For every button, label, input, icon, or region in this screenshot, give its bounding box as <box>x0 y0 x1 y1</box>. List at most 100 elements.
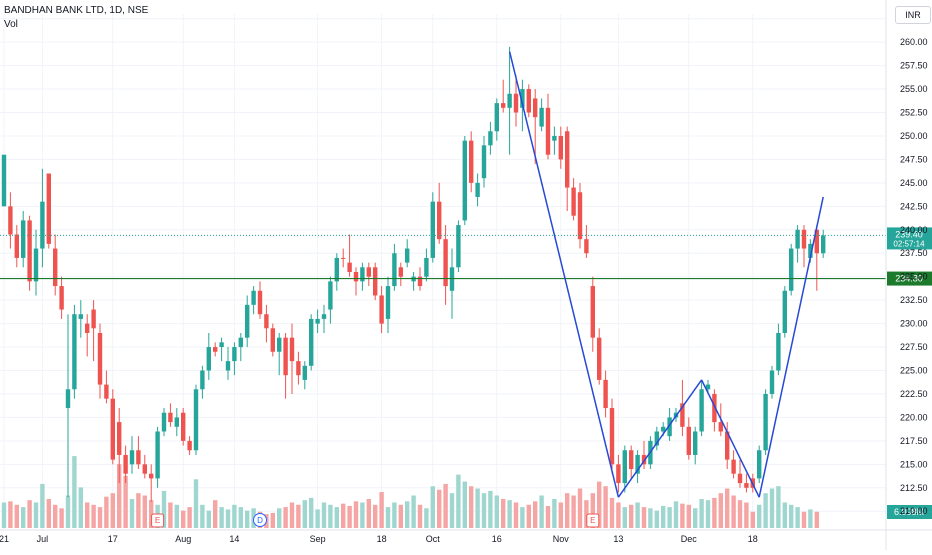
volume-bar <box>629 504 634 528</box>
candle-body <box>705 384 711 390</box>
volume-bar <box>97 507 103 528</box>
x-tick-label: Aug <box>175 534 191 544</box>
x-tick-label: Dec <box>681 534 698 544</box>
candle-body <box>379 295 384 324</box>
candle-body <box>789 248 794 291</box>
event-marker-label: E <box>590 516 595 525</box>
candle-body <box>270 328 275 352</box>
candle-body <box>360 267 365 282</box>
candle-body <box>769 370 775 394</box>
candle-body <box>53 248 58 287</box>
candle-body <box>353 272 359 282</box>
candle-body <box>814 229 819 254</box>
volume-bar <box>622 507 627 528</box>
candle-body <box>117 422 122 455</box>
candle-body <box>14 234 19 258</box>
candle-body <box>110 398 115 460</box>
grid <box>0 14 886 530</box>
candle-body <box>187 440 192 451</box>
candle-body <box>123 454 128 474</box>
candle-body <box>539 107 544 127</box>
y-tick-label: 227.50 <box>900 342 928 352</box>
volume-bar <box>449 493 455 528</box>
volume-bar <box>750 511 755 528</box>
x-tick-label: 18 <box>377 534 387 544</box>
volume-bar <box>693 508 698 528</box>
candle-body <box>27 220 32 282</box>
volume-bar <box>462 481 467 528</box>
candle-body <box>661 426 666 432</box>
candle-body <box>725 431 730 460</box>
volume-bar <box>411 495 416 528</box>
candle-body <box>405 248 410 263</box>
candle-body <box>129 450 135 465</box>
candle-body <box>616 464 621 484</box>
candle-body <box>456 225 461 268</box>
candle-body <box>609 408 615 465</box>
candle-body <box>373 267 378 296</box>
volume-bar <box>648 508 653 528</box>
candle-body <box>475 182 480 197</box>
y-tick-label: 235.00 <box>900 272 928 282</box>
y-tick-label: 210.00 <box>900 506 928 516</box>
earnings-marker <box>151 513 165 528</box>
pattern-line <box>508 51 620 498</box>
x-tick-label: Sep <box>310 534 326 544</box>
volume-bar <box>782 502 787 528</box>
candle-body <box>289 337 295 362</box>
y-tick-label: 232.50 <box>900 295 928 305</box>
candle-body <box>680 403 685 427</box>
candle-body <box>558 135 563 160</box>
candle-body <box>341 257 346 259</box>
volume-bar <box>405 501 410 528</box>
volume-bar <box>85 502 90 528</box>
candle-body <box>91 309 96 329</box>
y-tick-label: 215.00 <box>900 459 928 469</box>
volume-bar <box>737 500 743 528</box>
y-tick-label: 225.00 <box>900 366 928 376</box>
volume-bar <box>603 486 608 528</box>
earnings-marker <box>586 513 600 528</box>
candle-body <box>513 93 519 113</box>
volume-bar <box>571 495 576 528</box>
candle-body <box>264 314 269 329</box>
volume-bar <box>232 504 237 528</box>
volume-bar <box>718 493 723 528</box>
y-tick-label: 247.50 <box>900 154 928 164</box>
volume-bar <box>513 502 519 528</box>
time-axis: 21 Jul 17 Aug 14 Sep 18 Oct 16 Nov 13 Dec 18 <box>0 529 932 544</box>
volume-bar <box>136 493 141 528</box>
candle-body <box>149 473 154 479</box>
currency-button[interactable]: INR <box>895 6 931 24</box>
candle-body <box>654 431 659 446</box>
candle-body <box>213 347 218 352</box>
volume-bar <box>488 490 493 528</box>
candle-body <box>488 131 493 146</box>
volume-bar <box>129 499 135 528</box>
volume-bar <box>296 504 301 528</box>
candle-body <box>571 187 576 216</box>
volume-bar <box>353 501 359 528</box>
volume-bar <box>72 456 77 528</box>
y-tick-label: 245.00 <box>900 178 928 188</box>
candle-body <box>801 229 807 249</box>
y-tick-label: 212.50 <box>900 483 928 493</box>
volume-indicator-label: Vol <box>4 19 18 30</box>
x-tick-label: Jul <box>37 534 49 544</box>
candle-body <box>494 103 499 132</box>
candle-body <box>193 389 199 451</box>
candle-body <box>481 145 487 179</box>
volume-bar <box>417 504 423 528</box>
candle-body <box>520 89 525 108</box>
candle-body <box>757 450 762 479</box>
volume-bar <box>347 505 352 528</box>
volume-bar <box>206 510 211 528</box>
candle-body <box>737 473 743 484</box>
volume-bar <box>456 474 461 528</box>
volume-bar <box>616 502 621 528</box>
volume-bar <box>277 508 282 528</box>
candle-body <box>142 464 147 474</box>
volume-bar <box>795 507 800 528</box>
